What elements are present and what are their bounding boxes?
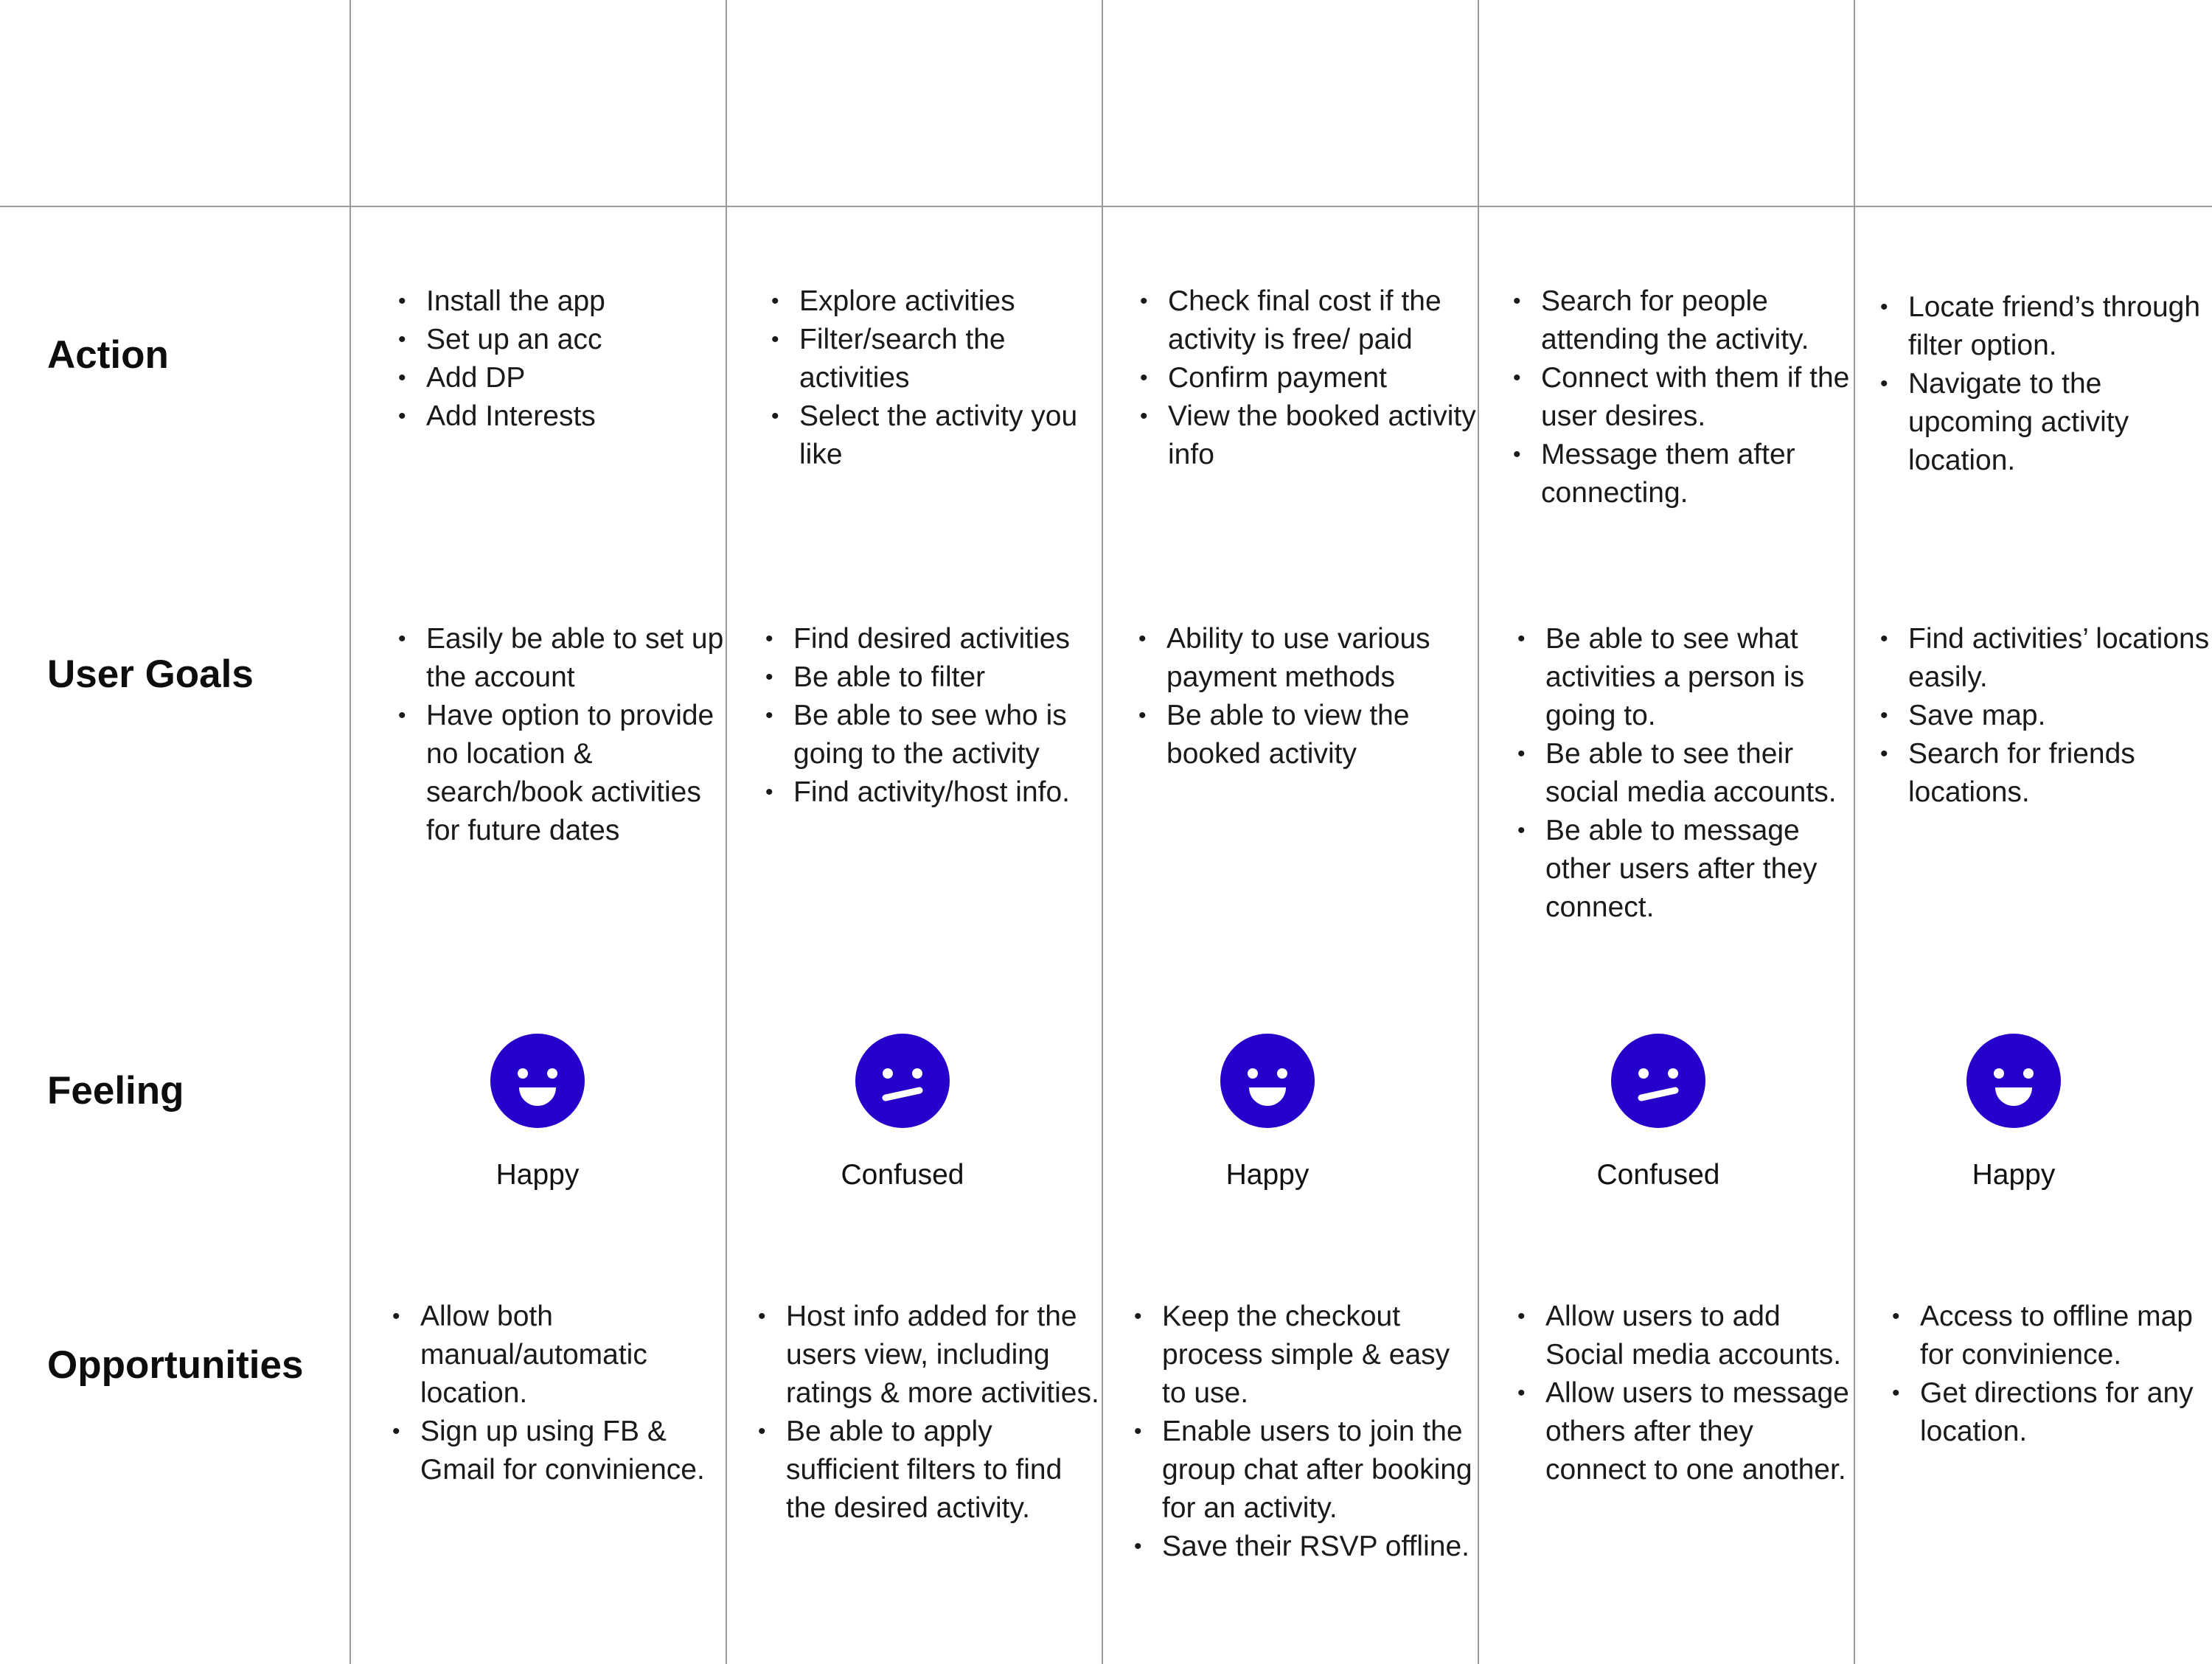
feeling-label: Confused (1596, 1159, 1720, 1191)
list-item: Access to offline map for convinience. (1892, 1298, 2212, 1374)
list-item: Message them after connecting. (1513, 436, 1858, 512)
list-item: Find desired activities (765, 620, 1096, 658)
list-item: Be able to filter (765, 658, 1096, 697)
list-item: Connect with them if the user desires. (1513, 359, 1858, 436)
action-list: Check final cost if the activity is free… (1140, 282, 1478, 474)
list-item: Find activities’ locations easily. (1880, 620, 2212, 697)
list-item: Check final cost if the activity is free… (1140, 282, 1478, 359)
list-item: Enable users to join the group chat afte… (1134, 1413, 1479, 1528)
list-item: Install the app (398, 282, 728, 321)
happy-face-icon (1220, 1034, 1315, 1128)
list-item: Allow users to message others after they… (1517, 1374, 1855, 1489)
confused-face-icon (1611, 1034, 1705, 1128)
list-item: Be able to see their social media accoun… (1517, 735, 1863, 812)
row-label-opportunities: Opportunities (47, 1343, 304, 1387)
list-item: Have option to provide no location & sea… (398, 697, 728, 850)
user-goals-list: Ability to use various payment methods B… (1138, 620, 1476, 773)
action-list: Explore activities Filter/search the act… (771, 282, 1102, 474)
list-item: Set up an acc (398, 321, 728, 359)
row-label-user-goals: User Goals (47, 652, 254, 696)
feeling-label: Happy (1225, 1159, 1310, 1191)
list-item: Add Interests (398, 397, 728, 436)
list-item: Select the activity you like (771, 397, 1102, 474)
opportunities-list: Access to offline map for convinience. G… (1892, 1298, 2212, 1451)
action-list: Install the app Set up an acc Add DP Add… (398, 282, 728, 436)
feeling-label: Confused (841, 1159, 964, 1191)
action-list: Locate friend’s through filter option. N… (1880, 288, 2212, 480)
feeling-label: Happy (1972, 1159, 2056, 1191)
list-item: Be able to message other users after the… (1517, 812, 1863, 927)
opportunities-list: Allow both manual/automatic location. Si… (392, 1298, 730, 1489)
list-item: Get directions for any location. (1892, 1374, 2212, 1451)
list-item: Navigate to the upcoming activity locati… (1880, 365, 2212, 480)
happy-face-icon (1966, 1034, 2061, 1128)
list-item: Filter/search the activities (771, 321, 1102, 397)
row-label-action: Action (47, 333, 169, 377)
opportunities-list: Keep the checkout process simple & easy … (1134, 1298, 1479, 1566)
user-goals-list: Easily be able to set up the account Hav… (398, 620, 728, 850)
list-item: Save map. (1880, 697, 2212, 735)
list-item: Search for people attending the activity… (1513, 282, 1858, 359)
list-item: Find activity/host info. (765, 773, 1096, 812)
list-item: Keep the checkout process simple & easy … (1134, 1298, 1479, 1413)
list-item: Host info added for the users view, incl… (758, 1298, 1103, 1413)
list-item: Confirm payment (1140, 359, 1478, 397)
confused-face-icon (855, 1034, 950, 1128)
list-item: Sign up using FB & Gmail for convinience… (392, 1413, 730, 1489)
column-divider (349, 0, 351, 1664)
opportunities-list: Host info added for the users view, incl… (758, 1298, 1103, 1528)
list-item: Be able to see what activities a person … (1517, 620, 1863, 735)
action-list: Search for people attending the activity… (1513, 282, 1858, 512)
list-item: Search for friends locations. (1880, 735, 2212, 812)
row-label-feeling: Feeling (47, 1069, 184, 1113)
user-goals-list: Find activities’ locations easily. Save … (1880, 620, 2212, 812)
user-goals-list: Find desired activities Be able to filte… (765, 620, 1096, 812)
column-divider (1478, 0, 1479, 1664)
happy-face-icon (490, 1034, 585, 1128)
list-item: Locate friend’s through filter option. (1880, 288, 2212, 365)
column-divider (1102, 0, 1103, 1664)
header-divider (0, 206, 2212, 207)
list-item: Ability to use various payment methods (1138, 620, 1476, 697)
list-item: Be able to apply sufficient filters to f… (758, 1413, 1103, 1528)
list-item: Allow users to add Social media accounts… (1517, 1298, 1855, 1374)
list-item: Explore activities (771, 282, 1102, 321)
list-item: View the booked activity info (1140, 397, 1478, 474)
feeling-label: Happy (495, 1159, 580, 1191)
user-goals-list: Be able to see what activities a person … (1517, 620, 1863, 927)
list-item: Save their RSVP offline. (1134, 1528, 1479, 1566)
list-item: Add DP (398, 359, 728, 397)
list-item: Be able to view the booked activity (1138, 697, 1476, 773)
list-item: Allow both manual/automatic location. (392, 1298, 730, 1413)
list-item: Easily be able to set up the account (398, 620, 728, 697)
opportunities-list: Allow users to add Social media accounts… (1517, 1298, 1855, 1489)
list-item: Be able to see who is going to the activ… (765, 697, 1096, 773)
